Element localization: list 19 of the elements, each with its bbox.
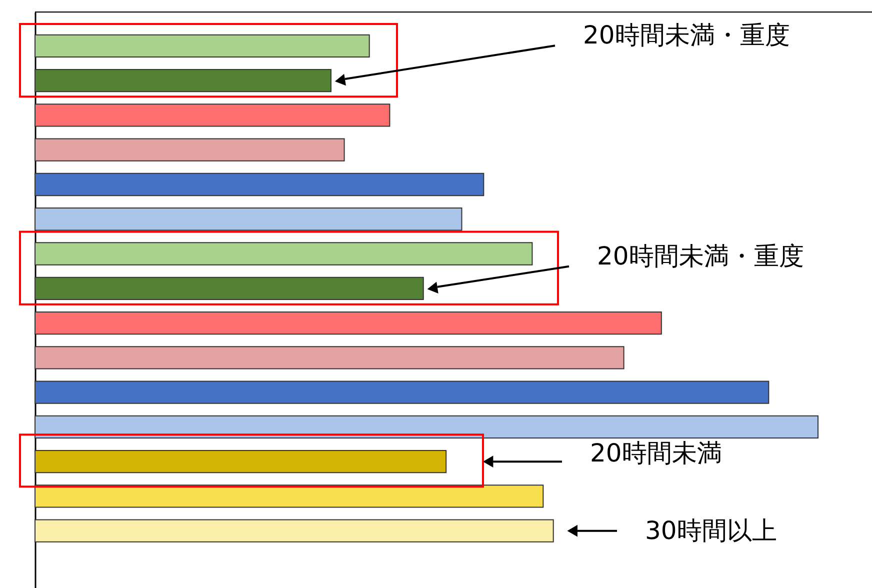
annotation: 30時間以上: [645, 516, 777, 545]
bar: [34, 484, 544, 508]
bar: [34, 208, 462, 231]
annotation: 20時間未満・重度: [583, 20, 790, 50]
bar: [34, 519, 554, 542]
bar: [34, 242, 533, 266]
bar: [34, 172, 484, 196]
annotation: 20時間未満・重度: [597, 241, 804, 270]
bar: [34, 276, 424, 300]
bar: [34, 346, 624, 370]
bar: [34, 34, 370, 58]
annotation: 20時間未満: [590, 438, 722, 468]
bar: [34, 138, 345, 162]
bar: [34, 311, 662, 335]
bar: [34, 68, 332, 92]
bar: [34, 104, 390, 127]
bar: [34, 450, 447, 474]
bar: [34, 415, 818, 439]
bar: [34, 380, 770, 404]
